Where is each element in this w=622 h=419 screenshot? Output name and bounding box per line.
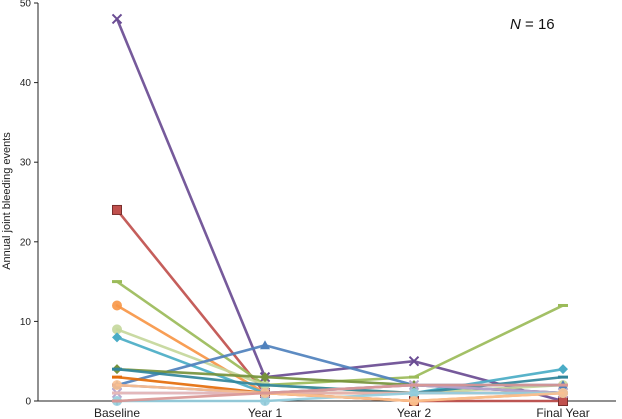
y-axis-title: Annual joint bleeding events xyxy=(1,132,13,270)
sample-size-value: = 16 xyxy=(521,16,555,33)
sample-size-annotation: N = 16 xyxy=(510,16,555,33)
data-point xyxy=(111,13,123,25)
x-axis-ticks: Baseline Year 1 Year 2 Final Year xyxy=(94,401,590,419)
x-tick-label: Baseline xyxy=(94,406,140,419)
series-16 xyxy=(112,383,568,403)
data-point xyxy=(260,372,270,383)
y-axis-ticks: 0 10 20 30 40 50 xyxy=(20,0,38,408)
y-tick-label: 10 xyxy=(20,317,32,328)
data-point xyxy=(409,388,419,399)
y-tick-label: 40 xyxy=(20,78,32,89)
data-point xyxy=(112,332,122,343)
data-point xyxy=(112,380,122,391)
series-line xyxy=(115,383,565,403)
y-tick-label: 30 xyxy=(20,158,32,169)
x-tick-label: Year 2 xyxy=(397,406,432,419)
y-tick-label: 0 xyxy=(25,397,31,408)
data-point xyxy=(558,388,568,399)
x-tick-label: Year 1 xyxy=(248,406,283,419)
series-1 xyxy=(111,13,569,407)
sample-size-prefix: N xyxy=(510,16,521,33)
data-point xyxy=(260,340,270,350)
data-point xyxy=(260,396,270,406)
series-layer xyxy=(111,13,569,407)
x-tick-label: Final Year xyxy=(536,406,589,419)
series-line xyxy=(115,383,565,403)
data-point xyxy=(112,324,122,335)
data-point xyxy=(112,204,122,215)
y-tick-label: 50 xyxy=(20,0,32,10)
data-point xyxy=(558,364,568,375)
y-tick-label: 20 xyxy=(20,237,32,248)
data-point xyxy=(408,355,420,367)
data-point xyxy=(409,396,419,406)
data-point xyxy=(112,300,122,311)
